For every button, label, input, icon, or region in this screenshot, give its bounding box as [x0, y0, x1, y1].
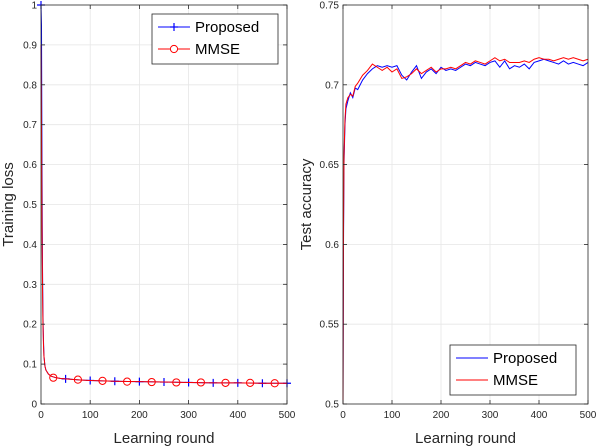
y-tick-label: 0	[31, 400, 37, 411]
legend-entry-label: MMSE	[493, 372, 538, 389]
y-tick-label: 0.6	[325, 240, 339, 251]
y-tick-label: 0.5	[23, 200, 37, 211]
y-tick-label: 0.6	[23, 160, 37, 171]
y-tick-label: 1	[31, 1, 37, 12]
y-tick-label: 0.7	[23, 120, 37, 131]
x-tick-label: 400	[229, 410, 246, 421]
y-tick-label: 0.75	[320, 1, 340, 12]
x-tick-label: 400	[531, 410, 548, 421]
x-tick-label: 500	[580, 410, 596, 421]
x-tick-label: 300	[180, 410, 197, 421]
x-tick-label: 200	[433, 410, 450, 421]
x-tick-label: 100	[82, 410, 99, 421]
data-point-marker	[73, 375, 83, 384]
x-tick-label: 300	[482, 410, 499, 421]
legend: Proposed MMSE	[449, 344, 577, 396]
legend-marker	[170, 23, 178, 31]
y-tick-label: 0.3	[23, 280, 37, 291]
y-axis-label: Test accuracy	[298, 158, 315, 250]
y-tick-label: 0.7	[325, 80, 339, 91]
series-line-2	[40, 44, 287, 384]
legend-box	[449, 344, 577, 396]
y-tick-label: 0.1	[23, 360, 37, 371]
data-point-marker	[123, 377, 132, 386]
y-tick-label: 0.5	[325, 400, 339, 411]
legend-entry-label: Proposed	[195, 19, 259, 36]
axes-frame	[342, 4, 589, 405]
data-point-marker	[98, 376, 107, 385]
y-tick-label: 0.8	[23, 80, 37, 91]
legend-entry-label: Proposed	[493, 350, 557, 367]
data-point-marker	[246, 378, 255, 387]
x-tick-label: 200	[131, 410, 148, 421]
y-tick-label: 0.4	[23, 240, 37, 251]
legend-box	[151, 13, 279, 65]
y-tick-label: 0.9	[23, 40, 37, 51]
legend-marker	[169, 44, 179, 54]
series-line-1	[342, 58, 589, 405]
x-tick-label: 0	[340, 410, 346, 421]
data-point-marker	[49, 373, 58, 382]
data-point-marker	[147, 377, 156, 387]
data-point-marker	[221, 378, 230, 387]
x-tick-label: 500	[279, 410, 296, 421]
legend: Proposed MMSE	[151, 13, 279, 65]
x-axis-label: Learning round	[114, 430, 215, 447]
chart-panel-2: 0 100 200 300 400 500 0.5 0.55 0.6 0.65 0.7 0.75 Lea…	[298, 1, 596, 448]
x-axis-label: Learning round	[415, 430, 516, 447]
data-point-marker	[270, 379, 279, 388]
data-point-marker	[196, 378, 205, 387]
x-tick-label: 100	[384, 410, 401, 421]
x-tick-label: 0	[38, 410, 44, 421]
y-tick-label: 0.55	[320, 320, 340, 331]
y-axis-label: Training loss	[0, 162, 17, 246]
chart-panel-1: 0 100 200 300 400 500 0 0.1 0.2 0.3 0.4 0.5 0.6 0.7 0.…	[0, 1, 296, 448]
data-point-marker	[172, 378, 181, 387]
legend-entry-label: MMSE	[195, 41, 240, 58]
series-line-2	[342, 57, 589, 405]
y-tick-label: 0.2	[23, 320, 37, 331]
y-tick-label: 0.65	[320, 160, 340, 171]
